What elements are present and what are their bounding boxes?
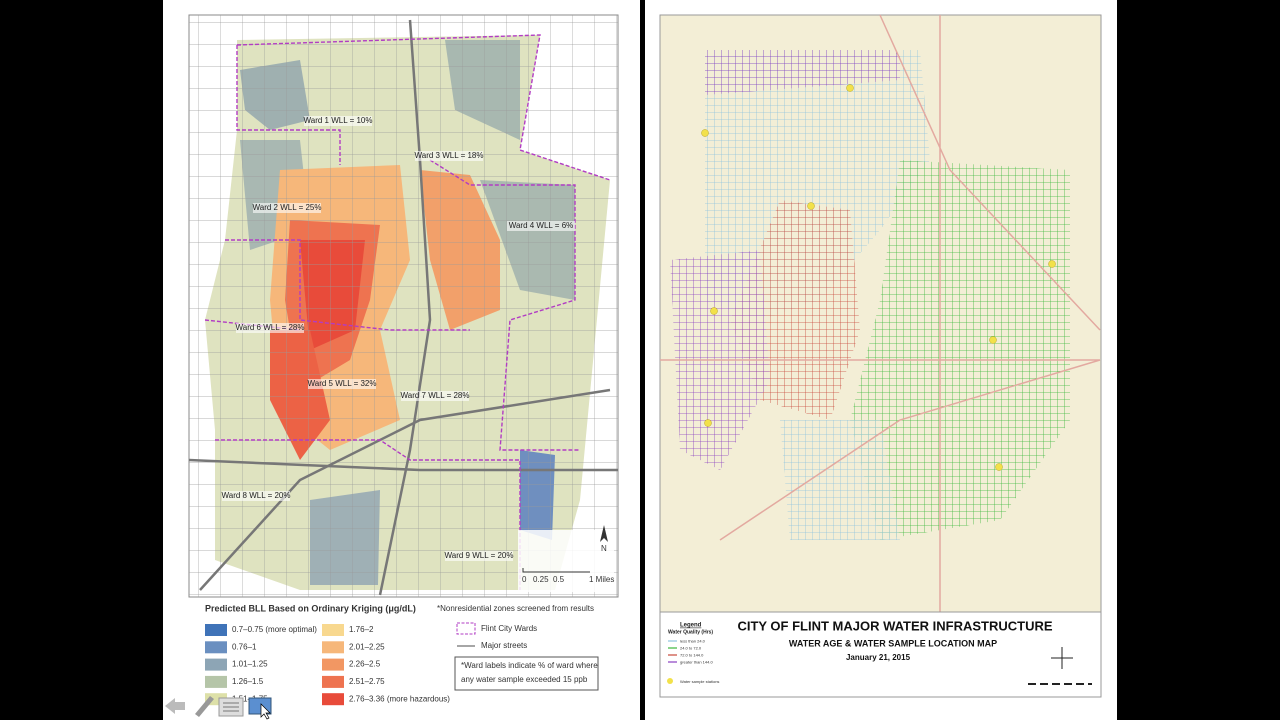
ward-label: Ward 5 WLL = 32% (308, 379, 377, 388)
legend-item: 1.26–1.5 (232, 677, 264, 686)
left-legend: Predicted BLL Based on Ordinary Kriging … (205, 603, 599, 706)
legend-note: *Nonresidential zones screened from resu… (437, 604, 594, 613)
left-map: Ward 1 WLL = 10% Ward 3 WLL = 18% Ward 2 W… (188, 14, 619, 598)
scale-label: 1 Miles (589, 575, 614, 584)
pen-button[interactable] (195, 696, 214, 717)
map-subtitle: WATER AGE & WATER SAMPLE LOCATION MAP (789, 638, 997, 648)
network-low (780, 420, 900, 540)
legend-swatch (322, 693, 344, 706)
station (710, 307, 718, 315)
scale-box (518, 530, 614, 592)
ward-label: Ward 2 WLL = 25% (253, 203, 322, 212)
legend-swatch (322, 658, 344, 671)
station (1048, 260, 1056, 268)
scale-bar (522, 568, 590, 573)
roads (660, 14, 1101, 612)
ward-label: Ward 8 WLL = 20% (222, 491, 291, 500)
sample-stations (701, 84, 1056, 471)
right-map (659, 14, 1102, 613)
legend-item: 2.51–2.75 (349, 677, 385, 686)
title-block (659, 611, 1102, 698)
legend-item: 0.76–1 (232, 642, 257, 651)
label-bg (236, 323, 304, 333)
menu-icon (223, 702, 239, 712)
toolbar (165, 696, 272, 720)
legend-title: Legend (680, 623, 702, 629)
legend-swatch (205, 675, 227, 688)
ward-boundaries (204, 34, 611, 590)
station (807, 202, 815, 210)
right-legend: Legend Water Quality (Hrs) less than 24.… (659, 611, 1102, 698)
label-bg (222, 491, 290, 501)
back-button[interactable] (165, 698, 185, 714)
legend-item: greater than 144.0 (680, 660, 713, 665)
network-high (705, 50, 900, 95)
label-bg (445, 551, 513, 561)
label-bg (304, 116, 372, 126)
ward-note: *Ward labels indicate % of ward where (461, 661, 598, 670)
legend-swatch (205, 624, 227, 636)
station-symbol (667, 678, 673, 684)
ward-note: any water sample exceeded 15 ppb (461, 675, 588, 684)
ward-label: Ward 7 WLL = 28% (401, 391, 470, 400)
ward-label: Ward 3 WLL = 18% (415, 151, 484, 160)
legend-item: Water sample stations (680, 679, 719, 684)
label-bg (415, 151, 483, 161)
ward-symbol (456, 622, 476, 635)
legend-symbol-label: Major streets (481, 641, 527, 650)
ward-label: Ward 4 WLL = 6% (509, 221, 574, 230)
legend-symbol-label: Flint City Wards (481, 624, 537, 633)
station (704, 419, 712, 427)
scale-label: 0.25 (533, 575, 549, 584)
legend-swatch (322, 641, 344, 654)
legend-swatch (205, 641, 227, 654)
north-arrow (600, 525, 608, 542)
legend-item: less than 24.0 (680, 639, 706, 644)
major-streets (188, 19, 618, 596)
north-label: N (601, 544, 607, 553)
legend-swatch (205, 658, 227, 671)
legend-item: 72.0 to 144.0 (680, 653, 704, 658)
ward-label: Ward 1 WLL = 10% (304, 116, 373, 125)
map-title: CITY OF FLINT MAJOR WATER INFRASTRUCTURE (737, 618, 1052, 633)
legend-swatch (322, 624, 344, 636)
legend-item: 0.7–0.75 (more optimal) (232, 625, 317, 634)
legend-item: 2.01–2.25 (349, 642, 385, 651)
scale-label: 0 (522, 575, 527, 584)
label-bg (253, 203, 321, 213)
station (701, 129, 709, 137)
legend-swatch (322, 675, 344, 688)
legend-item: 2.26–2.5 (349, 660, 381, 669)
cursor (260, 703, 271, 720)
legend-item: 1.76–2 (349, 625, 374, 634)
station (995, 463, 1003, 471)
ward-label: Ward 6 WLL = 28% (236, 323, 305, 332)
ward-label: Ward 9 WLL = 20% (445, 551, 514, 560)
compass (1051, 647, 1073, 669)
note-box (454, 656, 599, 691)
station (846, 84, 854, 92)
label-bg (507, 221, 575, 231)
network-fresh (850, 160, 1070, 540)
scale-label: 0.5 (553, 575, 565, 584)
legend-subtitle: Water Quality (Hrs) (668, 629, 713, 635)
map-date: January 21, 2015 (846, 653, 911, 662)
legend-title: Predicted BLL Based on Ordinary Kriging … (205, 603, 416, 613)
station (989, 336, 997, 344)
label-bg (308, 379, 376, 389)
label-bg (401, 391, 469, 401)
legend-item: 2.76–3.36 (more hazardous) (349, 694, 450, 703)
legend-item: 24.0 to 72.0 (680, 646, 702, 651)
legend-item: 1.01–1.25 (232, 660, 268, 669)
